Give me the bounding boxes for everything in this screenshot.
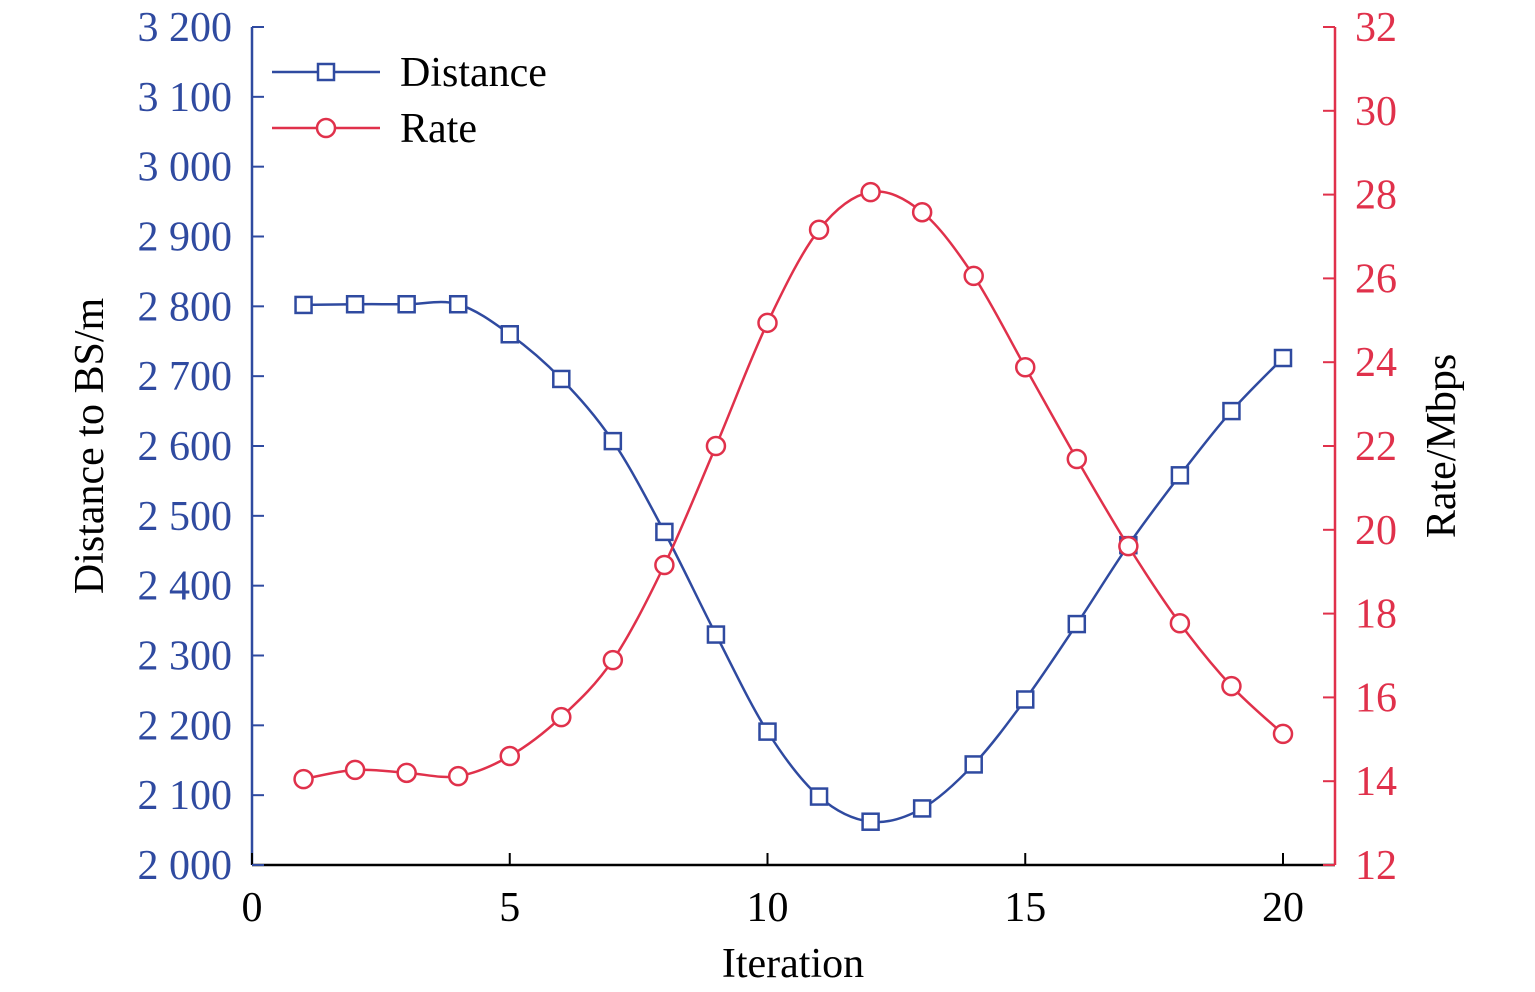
rate-data-point (705, 435, 727, 457)
distance-data-point (1170, 466, 1190, 485)
legend-distance-marker (316, 62, 336, 82)
distance-data-point (448, 294, 468, 314)
distance-data-point (345, 294, 365, 314)
y2-tick-label: 16 (1355, 675, 1397, 721)
y2-axis-label: Rate/Mbps (1419, 354, 1465, 538)
rate-data-point (396, 762, 417, 784)
y-tick-label: 2 300 (138, 634, 233, 680)
rate-data-point (602, 649, 624, 671)
distance-data-point (294, 295, 313, 315)
y2-tick-label: 22 (1355, 424, 1397, 470)
series-layer (293, 181, 1294, 831)
legend: Distance Rate (272, 50, 547, 152)
y2-tick-label: 18 (1355, 592, 1397, 638)
y2-tick-label: 20 (1355, 508, 1397, 554)
rate-data-point (860, 181, 881, 203)
distance-data-point (758, 722, 777, 741)
rate-data-point (447, 765, 469, 787)
y2-tick-label: 14 (1355, 759, 1397, 805)
x-tick-label: 15 (1004, 885, 1046, 931)
rate-data-point (654, 554, 675, 576)
y-tick-label: 2 200 (138, 703, 233, 749)
legend-rate-label: Rate (400, 106, 477, 152)
rate-data-point (551, 706, 572, 728)
rate-data-point (1066, 448, 1088, 470)
rate-series-line (303, 190, 1284, 781)
rate-data-point (1169, 612, 1191, 634)
y-tick-label: 2 100 (138, 773, 233, 819)
distance-data-point (809, 787, 829, 806)
distance-data-point (861, 812, 880, 831)
rate-data-point (1272, 723, 1294, 745)
x-tick-label: 10 (747, 885, 789, 931)
y-tick-label: 2 800 (138, 284, 233, 330)
distance-data-point (603, 431, 623, 451)
rate-data-point (293, 768, 314, 790)
y-tick-label: 2 900 (138, 215, 233, 261)
rate-data-point (344, 759, 366, 781)
rate-data-point (1221, 675, 1242, 697)
y2-tick-label: 32 (1355, 5, 1397, 51)
y2-tick-label: 12 (1355, 843, 1397, 889)
y-tick-label: 2 700 (138, 354, 233, 400)
x-tick-label: 20 (1262, 885, 1304, 931)
distance-data-point (500, 325, 519, 344)
rate-data-point (499, 745, 520, 767)
distance-data-point (1016, 690, 1035, 709)
y-tick-label: 3 200 (138, 5, 233, 51)
distance-data-point (1222, 401, 1241, 421)
y-tick-label: 2 600 (138, 424, 233, 470)
y-tick-label: 2 400 (138, 564, 233, 610)
legend-rate-marker (315, 117, 337, 139)
y-tick-label: 3 000 (138, 145, 233, 191)
y-tick-label: 2 000 (138, 843, 233, 889)
distance-data-point (655, 522, 674, 542)
distance-data-point (1067, 614, 1087, 634)
rate-data-point (808, 219, 830, 241)
y2-tick-label: 28 (1355, 173, 1397, 219)
distance-data-point (1273, 348, 1293, 368)
distance-data-point (397, 294, 416, 314)
distance-data-point (552, 369, 571, 389)
y-tick-label: 3 100 (138, 75, 233, 121)
x-tick-label: 0 (242, 885, 263, 931)
rate-data-point (1015, 356, 1036, 378)
y2-tick-label: 30 (1355, 89, 1397, 135)
rate-data-point (757, 312, 778, 334)
distance-series-line (303, 300, 1284, 824)
x-tick-label: 5 (499, 885, 520, 931)
x-axis-label: Iteration (722, 941, 864, 987)
y2-tick-label: 24 (1355, 340, 1397, 386)
distance-data-point (706, 625, 726, 644)
rate-data-point (1118, 535, 1139, 557)
y2-tick-label: 26 (1355, 256, 1397, 302)
distance-data-point (912, 799, 932, 818)
y-axis-label: Distance to BS/m (67, 298, 113, 595)
rate-data-point (911, 201, 933, 223)
y-tick-label: 2 500 (138, 494, 233, 540)
distance-data-point (964, 755, 983, 774)
rate-data-point (963, 265, 984, 287)
legend-distance-label: Distance (400, 50, 547, 96)
axes: 0 5 10 15 20 2 000 2 100 2 200 2 300 2 400 2 500 2 … (138, 5, 1398, 931)
